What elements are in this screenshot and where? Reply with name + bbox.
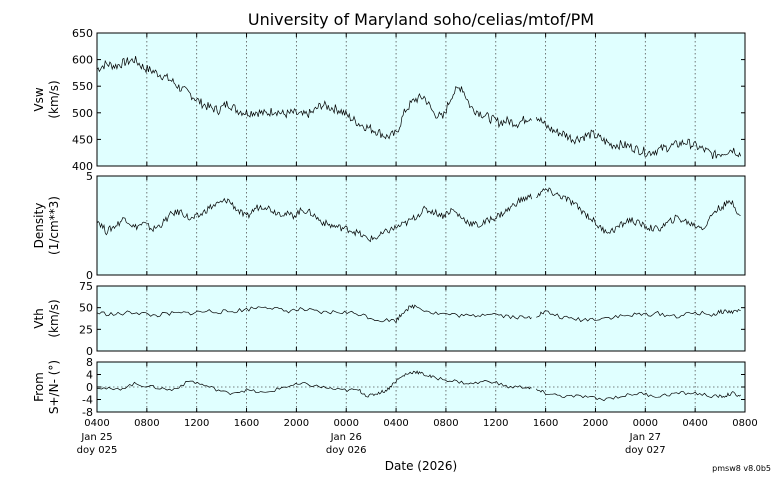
y-axis-label: Vsw	[32, 87, 46, 111]
panel-frame	[96, 32, 746, 167]
panel-density: 0 5 Density (1/cm**3)	[32, 170, 746, 282]
y-tick-label: 4	[86, 369, 93, 382]
y-axis-label: S+/N- (°)	[47, 360, 61, 414]
x-tick-label: 0800	[433, 418, 458, 429]
panel-background	[97, 33, 745, 166]
x-day-label: Jan 26	[330, 432, 362, 443]
y-axis-label: Vth	[32, 308, 46, 329]
y-tick-label: -4	[82, 394, 93, 407]
y-tick-label: 400	[72, 160, 93, 173]
y-tick-label: 600	[72, 54, 93, 67]
panel-background	[97, 176, 745, 275]
y-axis-label: From	[32, 372, 46, 402]
y-axis-label: Density	[32, 203, 46, 249]
y-tick-label: 0	[86, 345, 93, 358]
panel-background	[97, 286, 745, 351]
footer-version: pmsw8 v8.0b5	[712, 464, 771, 473]
x-tick-label: 2000	[583, 418, 608, 429]
y-tick-label: 75	[79, 280, 93, 293]
y-tick-label: 500	[72, 107, 93, 120]
panel-frame	[96, 285, 746, 352]
x-tick-label: 0800	[134, 418, 159, 429]
x-tick-label: 0400	[682, 418, 707, 429]
x-tick-label: 0800	[732, 418, 757, 429]
series-line-density	[96, 187, 741, 243]
x-tick-label: 1600	[234, 418, 259, 429]
x-tick-label: 0000	[633, 418, 658, 429]
y-tick-label: 550	[72, 80, 93, 93]
series-line-vsw	[96, 56, 742, 159]
y-tick-label: -8	[82, 406, 93, 419]
x-doy-label: doy 027	[625, 445, 666, 456]
y-tick-label: 8	[86, 356, 93, 369]
series-line-vth	[96, 304, 741, 324]
x-tick-label: 1600	[533, 418, 558, 429]
x-doy-label: doy 026	[326, 445, 367, 456]
x-day-label: Jan 25	[80, 432, 112, 443]
y-tick-label: 450	[72, 133, 93, 146]
x-tick-label: 1200	[483, 418, 508, 429]
panel-vsw: 400 450 500 550 600 650 Vsw (km/s)	[32, 27, 746, 173]
x-tick-label: 2000	[284, 418, 309, 429]
y-axis-label: (km/s)	[47, 299, 61, 337]
y-tick-label: 0	[86, 381, 93, 394]
y-tick-label: 650	[72, 27, 93, 40]
x-tick-label: 0000	[334, 418, 359, 429]
panel-vth: 0 25 50 75 Vth (km/s)	[32, 280, 746, 358]
x-day-label: Jan 27	[629, 432, 661, 443]
panel-frame	[96, 175, 746, 276]
x-tick-label: 0400	[84, 418, 109, 429]
y-tick-label: 0	[86, 269, 93, 282]
y-tick-label: 25	[79, 323, 93, 336]
x-tick-label: 0400	[383, 418, 408, 429]
x-axis-label: Date (2026)	[385, 459, 457, 473]
x-axis-labels: 0400 0800 1200 1600 2000 0000 0400 0800 1200 1600…	[77, 418, 758, 456]
series-line-from	[97, 370, 741, 402]
x-tick-label: 1200	[184, 418, 209, 429]
y-tick-label: 50	[79, 302, 93, 315]
y-axis-label: (1/cm**3)	[47, 196, 61, 255]
y-tick-label: 5	[86, 170, 93, 183]
y-axis-label: (km/s)	[47, 80, 61, 118]
x-doy-label: doy 025	[77, 445, 118, 456]
chart-title: University of Maryland soho/celias/mtof/…	[248, 10, 594, 29]
